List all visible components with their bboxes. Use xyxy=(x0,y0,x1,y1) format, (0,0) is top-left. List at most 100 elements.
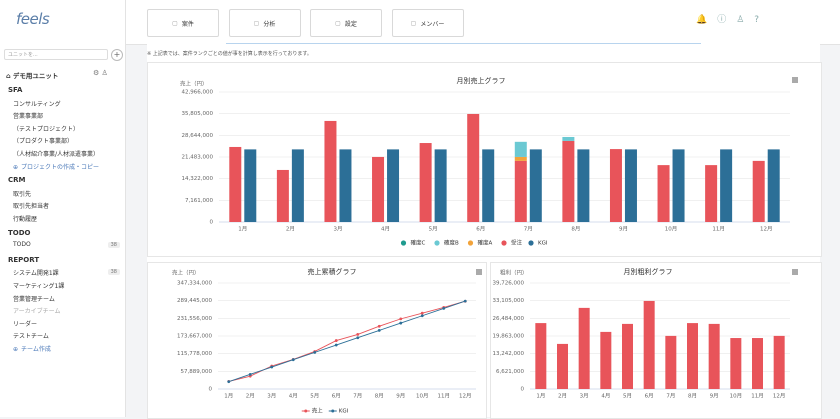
bar xyxy=(482,149,495,222)
legend-label[interactable]: KGI xyxy=(339,409,349,415)
y-tick-label: 13,242,000 xyxy=(493,351,525,357)
nav-item[interactable]: システム開発1課 xyxy=(13,268,59,277)
nav-tab[interactable]: ▢ 分析 xyxy=(228,9,301,37)
legend-symbol xyxy=(304,409,308,413)
header-icons[interactable]: 🔔ⓘ♙? xyxy=(696,15,770,25)
nav-tab[interactable]: ▢ メンバー xyxy=(391,9,464,37)
nav-tab-icon: ▢ xyxy=(335,19,341,27)
nav-tab-label: 案件 xyxy=(181,20,194,28)
nav-item-label: マーケティング1課 xyxy=(13,283,65,290)
logo[interactable]: feels xyxy=(16,10,50,28)
unit-search[interactable]: ユニットを... xyxy=(4,49,108,60)
nav-item[interactable]: 取引先 xyxy=(13,189,31,198)
bar xyxy=(643,300,655,389)
legend-label[interactable]: 受注 xyxy=(511,239,523,247)
bar-segment xyxy=(705,165,718,222)
nav-item-label: 行動履歴 xyxy=(13,216,38,223)
nav-item[interactable]: （人材紹介事業/人材派遣事業） xyxy=(13,149,99,158)
chart-title: 月別売上グラフ xyxy=(457,76,506,85)
nav-tab-icon: ▢ xyxy=(253,19,260,27)
legend-label[interactable]: KGI xyxy=(538,241,548,247)
section-title: REPORT xyxy=(8,255,40,264)
nav-item[interactable]: ⊕ プロジェクトの作成・コピー xyxy=(13,162,99,171)
bar-segment xyxy=(609,149,622,222)
x-tick-label: 3月 xyxy=(333,226,342,233)
y-tick-label: 0 xyxy=(521,387,525,393)
legend-label[interactable]: 確度B xyxy=(444,239,459,247)
x-tick-label: 12月 xyxy=(459,393,472,400)
bar xyxy=(622,323,633,389)
bar xyxy=(687,323,698,389)
nav-item[interactable]: リーダー xyxy=(13,319,37,328)
y-tick-label: 14,322,000 xyxy=(182,176,214,182)
chart-title: 月別粗利グラフ xyxy=(624,267,673,276)
nav-item-label: （テストプロジェクト） xyxy=(13,125,80,133)
legend-symbol xyxy=(501,240,507,246)
bar-segment xyxy=(229,146,242,222)
bar xyxy=(291,149,304,222)
bar-segment xyxy=(514,141,527,157)
y-tick-label: 115,778,000 xyxy=(177,351,212,357)
point xyxy=(356,336,360,340)
point xyxy=(420,311,424,315)
x-tick-label: 8月 xyxy=(688,393,697,400)
y-tick-label: 6,621,000 xyxy=(496,369,524,375)
x-tick-label: 6月 xyxy=(332,393,341,400)
nav-item[interactable]: （プロダクト事業部） xyxy=(13,136,73,145)
nav-item[interactable]: 営業管理チーム xyxy=(13,294,55,303)
nav-tab-label: 設定 xyxy=(344,20,357,28)
nav-item[interactable]: アーカイブチーム xyxy=(13,306,60,315)
y-tick-label: 19,863,000 xyxy=(493,334,525,340)
unit-name[interactable]: ⌂ デモ用ユニット xyxy=(6,72,59,80)
badge: 38 xyxy=(107,242,120,249)
plus-icon: ⊕ xyxy=(13,346,19,353)
bar xyxy=(434,149,447,222)
note: ※ 上記表では、案件ランクごとの値が事を計算し表示を行っております。 xyxy=(147,51,312,57)
nav-item[interactable]: テストチーム xyxy=(13,331,49,340)
y-tick-label: 39,726,000 xyxy=(493,281,525,287)
nav-item[interactable]: マーケティング1課 xyxy=(13,281,64,290)
bar-segment xyxy=(514,156,527,161)
point xyxy=(313,350,317,354)
bar xyxy=(672,149,685,222)
nav-item-label: コンサルティング xyxy=(13,100,61,108)
legend-label[interactable]: 確度A xyxy=(478,239,493,247)
bar-segment xyxy=(562,136,575,141)
nav-item[interactable]: TODO xyxy=(13,241,31,248)
nav-item[interactable]: （テストプロジェクト） xyxy=(13,124,79,133)
bar-segment xyxy=(514,160,527,222)
x-tick-label: 9月 xyxy=(619,226,628,233)
add-unit-button[interactable]: + xyxy=(111,49,123,61)
y-tick-label: 28,644,000 xyxy=(182,133,214,139)
bar xyxy=(339,149,352,222)
unit-icons[interactable]: ⚙ ♙ xyxy=(93,69,108,77)
bar xyxy=(752,338,763,389)
nav-item-label: テストチーム xyxy=(13,333,49,341)
nav-item[interactable]: 営業事業部 xyxy=(13,111,43,120)
x-tick-label: 12月 xyxy=(760,226,773,233)
point xyxy=(227,380,231,384)
nav-item[interactable]: 行動履歴 xyxy=(13,214,37,223)
x-tick-label: 9月 xyxy=(396,393,405,400)
legend-label[interactable]: 確度C xyxy=(411,239,426,247)
nav-tab-label: メンバー xyxy=(420,20,445,28)
bar xyxy=(577,149,590,222)
legend-label[interactable]: 売上 xyxy=(312,407,324,415)
nav-item-label: チーム作成 xyxy=(21,346,51,353)
nav-item[interactable]: 取引先担当者 xyxy=(13,201,49,210)
x-tick-label: 2月 xyxy=(286,226,295,233)
bar xyxy=(387,149,400,222)
point xyxy=(334,343,338,347)
point xyxy=(399,321,403,325)
nav-item[interactable]: ⊕ チーム作成 xyxy=(13,344,51,353)
nav-tab-label: 分析 xyxy=(263,20,276,28)
bar xyxy=(578,307,590,389)
nav-tab[interactable]: ▢ 設定 xyxy=(310,9,382,37)
x-tick-label: 10月 xyxy=(730,393,743,400)
y-tick-label: 231,556,000 xyxy=(177,316,212,322)
nav-item[interactable]: コンサルティング xyxy=(13,99,61,108)
nav-tab[interactable]: ▢ 案件 xyxy=(147,9,219,37)
nav-tab-icon: ▢ xyxy=(410,19,417,27)
bar-segment xyxy=(752,160,765,222)
nav-item-label: 取引先担当者 xyxy=(13,203,50,211)
